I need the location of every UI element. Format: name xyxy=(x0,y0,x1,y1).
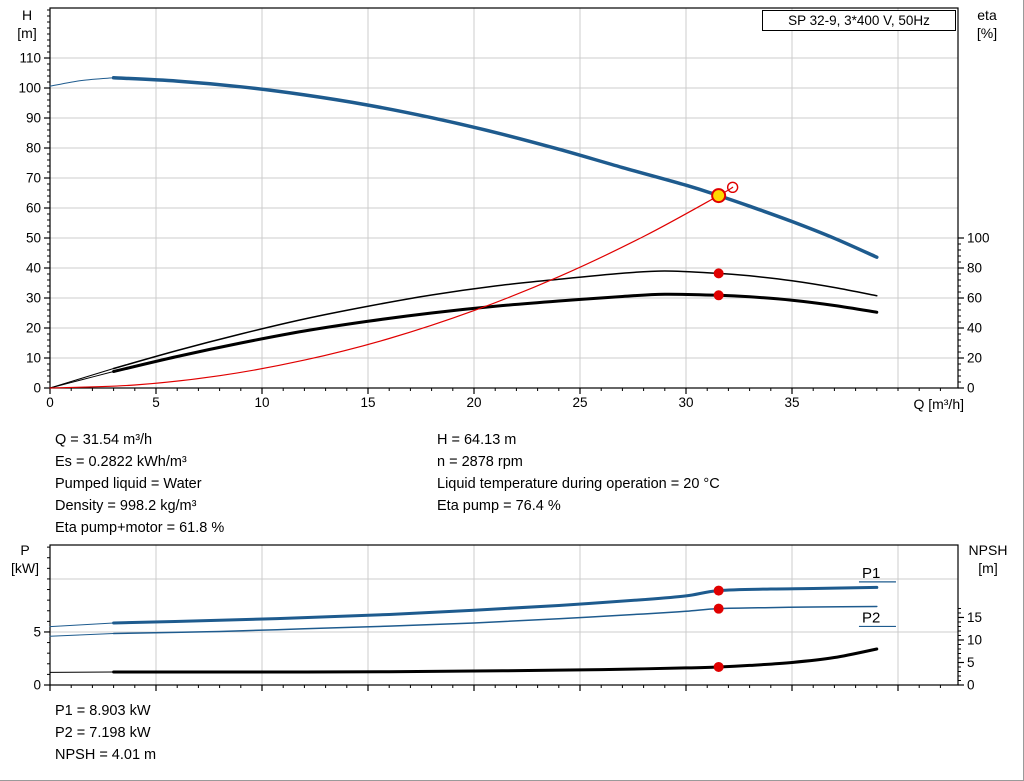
plot-frame xyxy=(49,7,959,389)
y-left-tick-label: 50 xyxy=(26,231,41,246)
y-right-tick-label: 0 xyxy=(967,381,975,396)
y-right-tick-label: 20 xyxy=(967,350,982,365)
p2-duty-point xyxy=(713,603,724,614)
y-left-tick-label: 5 xyxy=(33,624,41,639)
info-line-eta-total: Eta pump+motor = 61.8 % xyxy=(55,520,225,536)
duty-point[interactable] xyxy=(711,188,727,204)
p1-curve-ext xyxy=(49,622,115,628)
requested-duty-point xyxy=(726,181,739,194)
y-left-tick-label: 30 xyxy=(26,291,41,306)
pump-title-box: SP 32-9, 3*400 V, 50Hz xyxy=(762,10,956,31)
info-line-p1: P1 = 8.903 kW xyxy=(55,703,151,719)
bottom-right-axis-title: NPSH [m] xyxy=(956,541,1020,577)
info-line-es: Es = 0.2822 kWh/m³ xyxy=(55,454,187,470)
x-tick-label: 20 xyxy=(466,395,481,410)
y-right-tick-label: 100 xyxy=(967,230,990,245)
y-left-tick-label: 100 xyxy=(18,81,41,96)
info-block-right: H = 64.13 m n = 2878 rpm Liquid temperat… xyxy=(437,429,720,517)
info-line-density: Density = 998.2 kg/m³ xyxy=(55,498,197,514)
x-tick-label: 25 xyxy=(572,395,587,410)
info-line-npsh: NPSH = 4.01 m xyxy=(55,747,157,763)
y-left-tick-label: 0 xyxy=(33,381,41,396)
p1-duty-point xyxy=(713,585,724,596)
info-line-eta-pump: Eta pump = 76.4 % xyxy=(437,498,561,514)
info-line-n: n = 2878 rpm xyxy=(437,454,523,470)
y-right-tick-label: 40 xyxy=(967,320,982,335)
p-axis-label: P xyxy=(20,542,30,558)
y-left-tick-label: 90 xyxy=(26,111,41,126)
y-left-tick-label: 80 xyxy=(26,141,41,156)
p1-curve xyxy=(112,585,879,625)
top-right-axis-title: eta [%] xyxy=(962,6,1012,42)
top-left-axis-title: H [m] xyxy=(8,6,46,42)
system-curve xyxy=(49,186,734,389)
info-line-liquid: Pumped liquid = Water xyxy=(55,476,202,492)
y-left-tick-label: 40 xyxy=(26,261,41,276)
info-block-bottom: P1 = 8.903 kW P2 = 7.198 kW NPSH = 4.01 … xyxy=(55,700,156,766)
y-left-tick-label: 10 xyxy=(26,351,41,366)
eta-total-duty-point xyxy=(713,290,724,301)
y-left-tick-label: 60 xyxy=(26,201,41,216)
eta-total-curve xyxy=(112,292,879,373)
eta-total-curve-ext xyxy=(49,371,115,389)
h-axis-label: H xyxy=(21,7,33,23)
p2-label: P2 xyxy=(862,609,880,626)
bottom-left-axis-title: P [kW] xyxy=(4,541,46,577)
x-tick-label: 15 xyxy=(360,395,375,410)
npsh-curve xyxy=(112,647,879,674)
info-block-left: Q = 31.54 m³/h Es = 0.2822 kWh/m³ Pumped… xyxy=(55,429,224,539)
info-line-q: Q = 31.54 m³/h xyxy=(55,432,153,448)
p2-curve-ext xyxy=(49,633,115,637)
h-axis-unit: [m] xyxy=(17,25,37,41)
eta-pump-duty-point xyxy=(713,268,724,279)
y-right-tick-label: 15 xyxy=(967,610,982,625)
y-right-tick-label: 5 xyxy=(967,655,975,670)
eta-axis-unit: [%] xyxy=(976,25,998,41)
p2-curve xyxy=(112,605,878,635)
npsh-axis-unit: [m] xyxy=(978,560,998,576)
p-axis-unit: [kW] xyxy=(11,560,39,576)
y-right-tick-label: 10 xyxy=(967,632,982,647)
x-axis-label: Q [m³/h] xyxy=(913,396,964,412)
eta-pump-curve xyxy=(112,270,878,370)
y-left-tick-label: 0 xyxy=(33,678,41,693)
npsh-duty-point xyxy=(713,661,724,672)
head-curve-ext xyxy=(49,77,115,87)
eta-axis-label: eta xyxy=(977,7,997,23)
info-line-h: H = 64.13 m xyxy=(437,432,517,448)
x-tick-label: 0 xyxy=(46,395,54,410)
x-tick-label: 5 xyxy=(152,395,160,410)
y-right-tick-label: 0 xyxy=(967,678,975,693)
x-tick-label: 35 xyxy=(784,395,799,410)
p1-label: P1 xyxy=(862,565,880,582)
plot-frame xyxy=(49,544,959,686)
y-right-tick-label: 60 xyxy=(967,290,982,305)
y-left-tick-label: 110 xyxy=(19,51,41,66)
y-left-tick-label: 70 xyxy=(26,171,41,186)
y-left-tick-label: 20 xyxy=(26,321,41,336)
info-line-temp: Liquid temperature during operation = 20… xyxy=(437,476,720,492)
y-right-tick-label: 80 xyxy=(967,260,982,275)
x-tick-label: 30 xyxy=(678,395,693,410)
npsh-axis-label: NPSH xyxy=(968,542,1008,558)
x-tick-label: 10 xyxy=(254,395,269,410)
head-curve xyxy=(111,76,879,259)
info-line-p2: P2 = 7.198 kW xyxy=(55,725,151,741)
